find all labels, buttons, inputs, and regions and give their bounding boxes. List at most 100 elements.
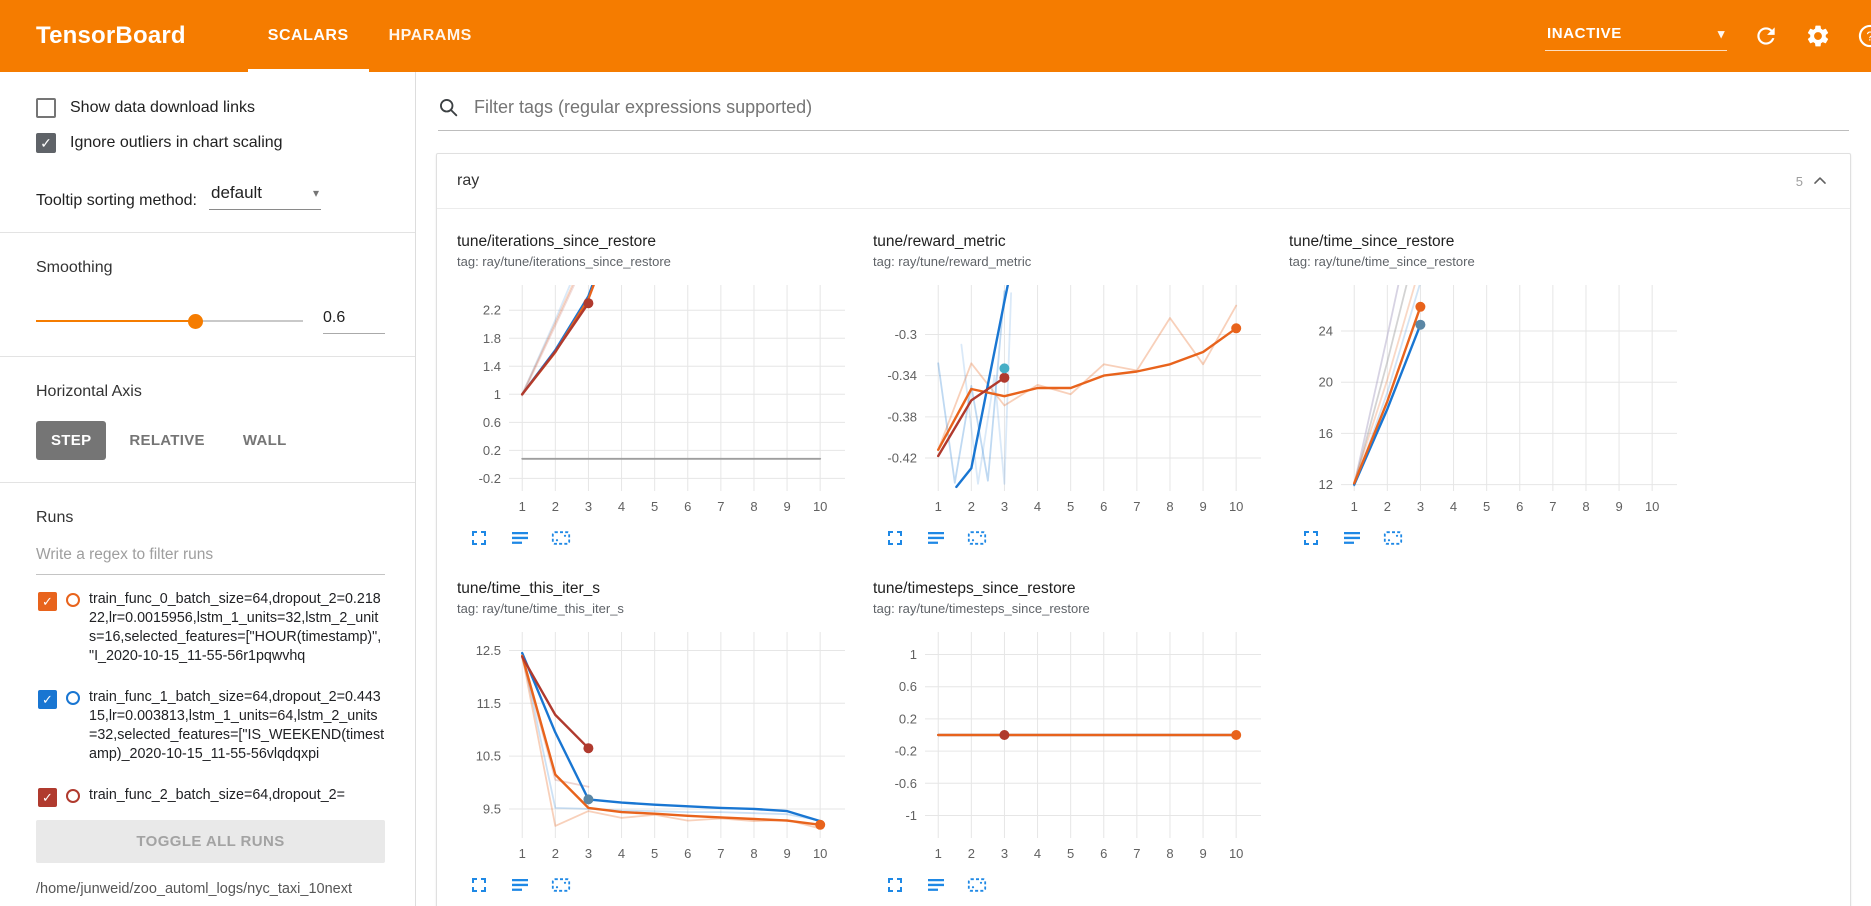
chart-plot[interactable]: 1 2 3 4 5 6 7 8 9 10 -1 -0.6 -0.2 0.2 0.6 1	[873, 622, 1271, 868]
run-list-item[interactable]: ✓ train_func_0_batch_size=64,dropout_2=0.…	[36, 579, 385, 677]
expand-chart-button[interactable]	[881, 871, 909, 899]
svg-text:1.4: 1.4	[483, 359, 501, 374]
svg-text:1: 1	[494, 387, 501, 402]
run-checkbox[interactable]: ✓	[38, 592, 57, 611]
tooltip-sorting-select[interactable]: default ▾	[208, 181, 321, 210]
svg-text:10: 10	[1229, 846, 1243, 861]
svg-text:2: 2	[968, 846, 975, 861]
divider	[0, 232, 415, 233]
filter-tags-input[interactable]	[472, 96, 1849, 119]
chart-toolbar	[465, 524, 859, 552]
svg-text:0.6: 0.6	[899, 679, 917, 694]
ignore-outliers-checkbox[interactable]: ✓ Ignore outliers in chart scaling	[36, 133, 385, 153]
run-solo-radio[interactable]	[66, 789, 80, 803]
expand-chart-button[interactable]	[465, 524, 493, 552]
svg-text:4: 4	[618, 846, 625, 861]
tab-scalars[interactable]: SCALARS	[247, 0, 369, 72]
chart-card: tune/time_this_iter_s tag: ray/tune/time_…	[457, 580, 859, 906]
help-button[interactable]: ?	[1857, 23, 1871, 49]
run-list-item[interactable]: ✓ train_func_1_batch_size=64,dropout_2=0.…	[36, 677, 385, 775]
expand-chart-button[interactable]	[1297, 524, 1325, 552]
dashed-box-icon	[551, 531, 571, 545]
svg-text:11.5: 11.5	[477, 696, 501, 711]
chart-plot[interactable]: 1 2 3 4 5 6 7 8 9 10 9.5 10.5 11.5 12.5	[457, 622, 855, 868]
toggle-all-runs-button[interactable]: TOGGLE ALL RUNS	[36, 820, 385, 863]
chart-card: tune/time_since_restore tag: ray/tune/tim…	[1289, 233, 1691, 566]
show-data-download-links-checkbox[interactable]: Show data download links	[36, 98, 385, 118]
checkbox-checked-icon: ✓	[36, 133, 56, 153]
status-label: INACTIVE	[1547, 25, 1622, 42]
run-filter-input[interactable]	[36, 537, 385, 575]
refresh-button[interactable]	[1753, 23, 1779, 49]
filter-tags-row	[438, 96, 1849, 131]
chart-runs-button[interactable]	[922, 871, 950, 899]
run-solo-radio[interactable]	[66, 593, 80, 607]
svg-text:10: 10	[813, 499, 827, 514]
pin-chart-button[interactable]	[547, 871, 575, 899]
chart-runs-button[interactable]	[1338, 524, 1366, 552]
svg-text:0.2: 0.2	[483, 443, 501, 458]
horizontal-axis-buttons: STEP RELATIVE WALL	[36, 421, 385, 460]
pin-chart-button[interactable]	[963, 871, 991, 899]
svg-text:2: 2	[968, 499, 975, 514]
step-button[interactable]: STEP	[36, 421, 107, 460]
chart-runs-button[interactable]	[506, 871, 534, 899]
svg-text:10.5: 10.5	[476, 749, 501, 764]
svg-text:8: 8	[1166, 846, 1173, 861]
pin-chart-button[interactable]	[1379, 524, 1407, 552]
sidebar: Show data download links ✓ Ignore outlie…	[0, 72, 416, 906]
svg-text:8: 8	[750, 499, 757, 514]
svg-text:4: 4	[1450, 499, 1457, 514]
chart-runs-button[interactable]	[922, 524, 950, 552]
chart-tag: tag: ray/tune/timesteps_since_restore	[873, 601, 1090, 616]
svg-text:9: 9	[1615, 499, 1622, 514]
slider-thumb[interactable]	[188, 313, 204, 329]
chart-plot[interactable]: 1 2 3 4 5 6 7 8 9 10 -0.2 0.2 0.6 1 1.4 1.8 2.2	[457, 275, 855, 521]
tag-group-meta: 5	[1796, 171, 1830, 191]
svg-text:4: 4	[1034, 846, 1041, 861]
svg-text:-0.34: -0.34	[887, 368, 917, 383]
svg-text:2.2: 2.2	[483, 303, 501, 318]
fullscreen-icon	[888, 878, 902, 892]
horizontal-axis-label: Horizontal Axis	[36, 383, 142, 400]
pin-chart-button[interactable]	[547, 524, 575, 552]
collapse-chevron-icon[interactable]	[1810, 171, 1830, 191]
svg-text:-0.38: -0.38	[887, 409, 917, 424]
run-checkbox[interactable]: ✓	[38, 788, 57, 807]
chart-title: tune/time_this_iter_s	[457, 580, 601, 597]
data-status-select[interactable]: INACTIVE ▾	[1545, 21, 1727, 51]
svg-text:8: 8	[1166, 499, 1173, 514]
tab-hparams[interactable]: HPARAMS	[388, 27, 472, 44]
run-list-item[interactable]: ✓ train_func_2_batch_size=64,dropout_2=	[36, 775, 385, 818]
smoothing-value-input[interactable]	[323, 307, 385, 334]
svg-text:6: 6	[1100, 499, 1107, 514]
settings-button[interactable]	[1805, 23, 1831, 49]
svg-text:7: 7	[1133, 499, 1140, 514]
pin-chart-button[interactable]	[963, 524, 991, 552]
svg-text:9: 9	[783, 499, 790, 514]
relative-button[interactable]: RELATIVE	[114, 421, 219, 460]
svg-text:12: 12	[1319, 477, 1333, 492]
chart-title: tune/timesteps_since_restore	[873, 580, 1076, 597]
lines-icon	[928, 532, 944, 544]
svg-text:3: 3	[1001, 846, 1008, 861]
chart-runs-button[interactable]	[506, 524, 534, 552]
tag-group-header[interactable]: ray 5	[437, 154, 1850, 209]
run-solo-radio[interactable]	[66, 691, 80, 705]
expand-chart-button[interactable]	[881, 524, 909, 552]
fullscreen-icon	[888, 531, 902, 545]
svg-text:9.5: 9.5	[483, 801, 501, 816]
run-label: train_func_1_batch_size=64,dropout_2=0.4…	[89, 689, 385, 762]
wall-button[interactable]: WALL	[228, 421, 302, 460]
smoothing-slider[interactable]	[36, 313, 303, 329]
expand-chart-button[interactable]	[465, 871, 493, 899]
run-checkbox[interactable]: ✓	[38, 690, 57, 709]
svg-text:5: 5	[1067, 846, 1074, 861]
chart-title: tune/time_since_restore	[1289, 233, 1455, 250]
chart-plot[interactable]: 1 2 3 4 5 6 7 8 9 10 -0.42 -0.38 -0.34 -0.3	[873, 275, 1271, 521]
svg-text:5: 5	[1067, 499, 1074, 514]
divider	[0, 482, 415, 483]
log-path: /home/junweid/zoo_automl_logs/nyc_taxi_1…	[36, 881, 352, 897]
fullscreen-icon	[1304, 531, 1318, 545]
